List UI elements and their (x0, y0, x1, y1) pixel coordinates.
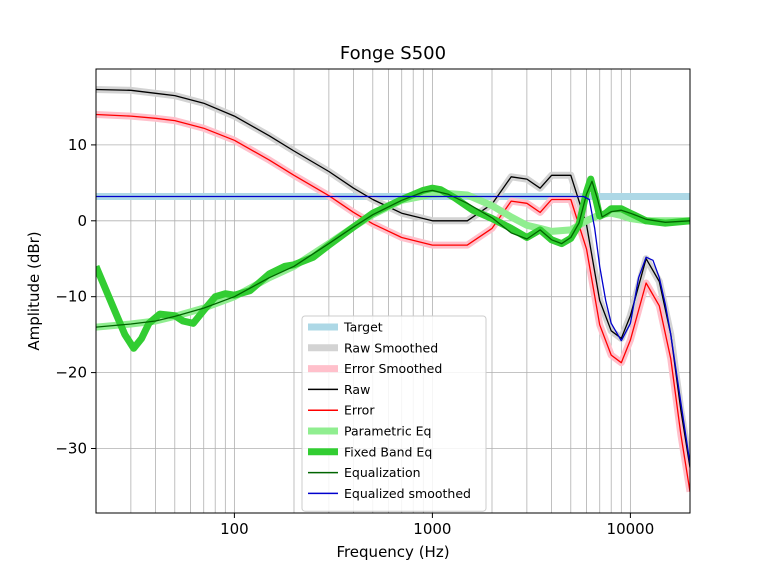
legend-label: Raw (344, 382, 370, 397)
series-layer (96, 86, 690, 493)
y-tick-label: −10 (55, 288, 87, 306)
legend-label: Fixed Band Eq (344, 444, 432, 459)
y-tick-label: 0 (77, 212, 87, 230)
legend-label: Target (343, 320, 383, 335)
x-axis-title: Frequency (Hz) (336, 543, 449, 561)
y-tick-label: −30 (55, 439, 87, 457)
legend-label: Error (344, 403, 375, 418)
legend-box (301, 315, 487, 512)
series-line-equalized-smoothed (96, 195, 690, 464)
plot-area (96, 86, 690, 493)
x-tick-label: 10000 (607, 520, 655, 538)
legend-label: Equalization (344, 465, 421, 480)
legend: Target Raw Smoothed Error Smoothed Raw Error… (301, 315, 487, 512)
legend-label: Error Smoothed (344, 361, 442, 376)
x-axis: 100 1000 10000 (220, 513, 654, 538)
chart-title: Fonge S500 (340, 43, 446, 64)
legend-label: Parametric Eq (344, 424, 432, 439)
y-tick-label: −20 (55, 364, 87, 382)
y-axis: −30 −20 −10 0 10 (55, 136, 96, 457)
legend-label: Raw Smoothed (344, 340, 438, 355)
legend-label: Equalized smoothed (344, 486, 471, 501)
y-axis-title: Amplitude (dBr) (25, 231, 43, 350)
y-tick-label: 10 (68, 136, 87, 154)
x-tick-label: 1000 (413, 520, 451, 538)
x-tick-label: 100 (220, 520, 249, 538)
plot-frame (95, 68, 691, 514)
series-line-equalization (96, 180, 690, 328)
series-line-fixed-band-eq (96, 175, 690, 352)
